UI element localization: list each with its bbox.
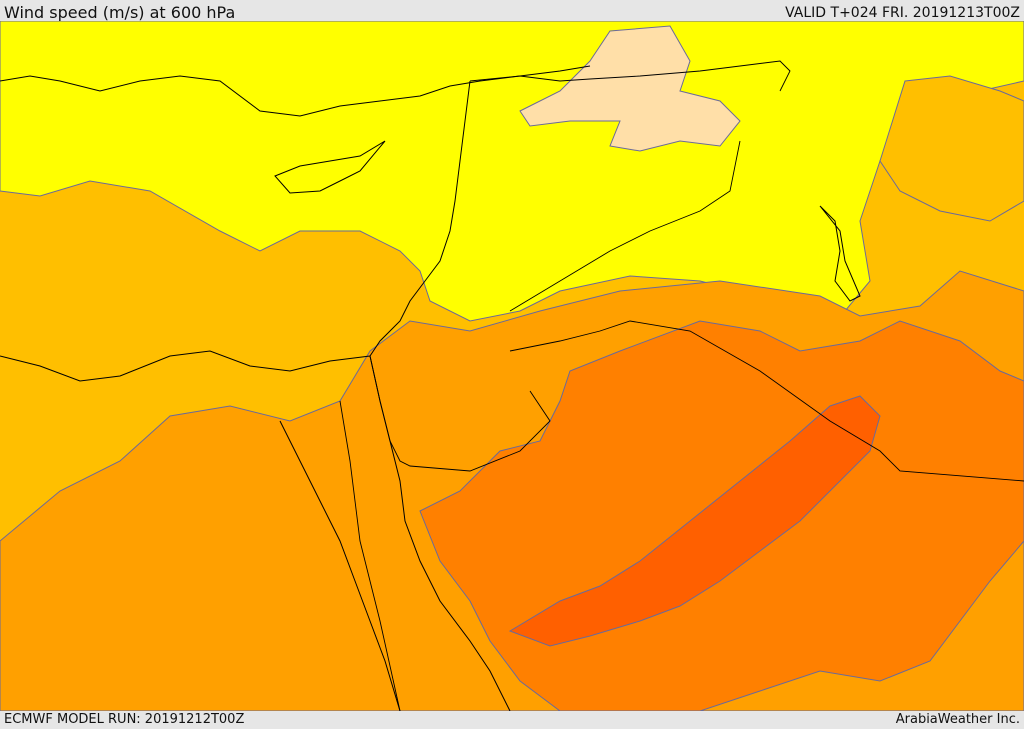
valid-time: VALID T+024 FRI. 20191213T00Z	[785, 5, 1020, 21]
map-header: Wind speed (m/s) at 600 hPa VALID T+024 …	[0, 0, 1024, 22]
map-footer: ECMWF MODEL RUN: 20191212T00Z ArabiaWeat…	[0, 711, 1024, 729]
band-5-jet-streak	[508, 395, 881, 647]
model-run: ECMWF MODEL RUN: 20191212T00Z	[4, 712, 245, 727]
band-1-patch-east	[879, 75, 1024, 222]
coastline-north-africa	[0, 350, 371, 382]
border-iraq-syria	[469, 60, 791, 92]
map-canvas	[0, 21, 1024, 711]
wind-speed-map	[0, 21, 1024, 711]
band-0-region	[519, 25, 741, 152]
border-egypt-israel	[369, 355, 551, 472]
map-title: Wind speed (m/s) at 600 hPa	[4, 3, 236, 22]
border-iraq-jordan	[509, 140, 741, 312]
coastline-gulf-suez	[279, 420, 401, 711]
border-egypt-sudan	[339, 400, 401, 711]
coastline-cyprus	[274, 140, 386, 194]
coastline-turkey	[0, 65, 591, 117]
coastline-levant	[369, 80, 471, 357]
credit: ArabiaWeather Inc.	[895, 712, 1020, 727]
border-saudi-north	[509, 320, 1024, 482]
coastline-caspian	[819, 205, 861, 302]
